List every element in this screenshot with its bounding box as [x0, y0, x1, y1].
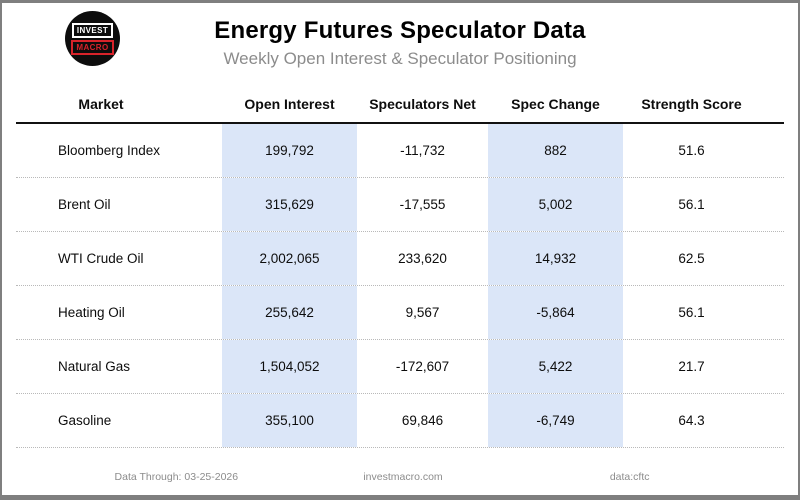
- market-cell: Bloomberg Index: [58, 143, 161, 158]
- logo-macro-text: MACRO: [71, 39, 114, 55]
- speculator-table: Market Open Interest Speculators Net Spe…: [16, 85, 784, 448]
- strength-score-cell: 21.7: [678, 359, 705, 374]
- header: INVEST MACRO Energy Futures Speculator D…: [2, 3, 798, 85]
- spec-change-cell: -5,864: [488, 286, 623, 339]
- column-header-speculators-net: Speculators Net: [369, 95, 476, 112]
- column-header-open-interest: Open Interest: [244, 95, 335, 112]
- open-interest-cell: 255,642: [222, 286, 357, 339]
- speculators-net-cell: 69,846: [401, 413, 444, 428]
- spec-change-cell: 14,932: [488, 232, 623, 285]
- table-row: Bloomberg Index 199,792 -11,732 882 51.6: [16, 124, 784, 178]
- strength-score-cell: 56.1: [678, 197, 705, 212]
- table-row: Brent Oil 315,629 -17,555 5,002 56.1: [16, 178, 784, 232]
- column-header-spec-change: Spec Change: [511, 95, 600, 112]
- speculators-net-cell: 233,620: [398, 251, 447, 266]
- strength-score-cell: 51.6: [678, 143, 705, 158]
- table-row: Natural Gas 1,504,052 -172,607 5,422 21.…: [16, 340, 784, 394]
- spec-change-cell: 5,422: [488, 340, 623, 393]
- data-through-label: Data Through: 03-25-2026: [114, 471, 239, 483]
- speculators-net-cell: -172,607: [395, 359, 450, 374]
- market-cell: Natural Gas: [58, 359, 131, 374]
- logo-invest-text: INVEST: [71, 22, 114, 38]
- page-subtitle: Weekly Open Interest & Speculator Positi…: [223, 49, 577, 68]
- spec-change-cell: -6,749: [488, 394, 623, 447]
- table-row: Gasoline 355,100 69,846 -6,749 64.3: [16, 394, 784, 448]
- table-header-row: Market Open Interest Speculators Net Spe…: [16, 85, 784, 124]
- investmacro-logo-icon: INVEST MACRO: [65, 11, 120, 66]
- column-header-strength-score: Strength Score: [641, 95, 742, 112]
- open-interest-cell: 2,002,065: [222, 232, 357, 285]
- market-cell: Brent Oil: [58, 197, 111, 212]
- speculators-net-cell: 9,567: [405, 305, 440, 320]
- strength-score-cell: 56.1: [678, 305, 705, 320]
- open-interest-cell: 315,629: [222, 178, 357, 231]
- table-row: Heating Oil 255,642 9,567 -5,864 56.1: [16, 286, 784, 340]
- column-header-market: Market: [78, 95, 124, 112]
- speculators-net-cell: -17,555: [399, 197, 446, 212]
- market-cell: WTI Crude Oil: [58, 251, 144, 266]
- spec-change-cell: 5,002: [488, 178, 623, 231]
- open-interest-cell: 199,792: [222, 124, 357, 177]
- data-source-label: data:cftc: [609, 471, 650, 483]
- strength-score-cell: 64.3: [678, 413, 705, 428]
- strength-score-cell: 62.5: [678, 251, 705, 266]
- website-label: investmacro.com: [363, 471, 443, 483]
- open-interest-cell: 1,504,052: [222, 340, 357, 393]
- footer: Data Through: 03-25-2026 investmacro.com…: [63, 448, 743, 483]
- spec-change-cell: 882: [488, 124, 623, 177]
- speculators-net-cell: -11,732: [400, 143, 445, 158]
- page-title: Energy Futures Speculator Data: [214, 17, 586, 44]
- title-block: Energy Futures Speculator Data Weekly Op…: [2, 3, 798, 69]
- open-interest-cell: 355,100: [222, 394, 357, 447]
- market-cell: Heating Oil: [58, 305, 125, 320]
- market-cell: Gasoline: [58, 413, 112, 428]
- table-row: WTI Crude Oil 2,002,065 233,620 14,932 6…: [16, 232, 784, 286]
